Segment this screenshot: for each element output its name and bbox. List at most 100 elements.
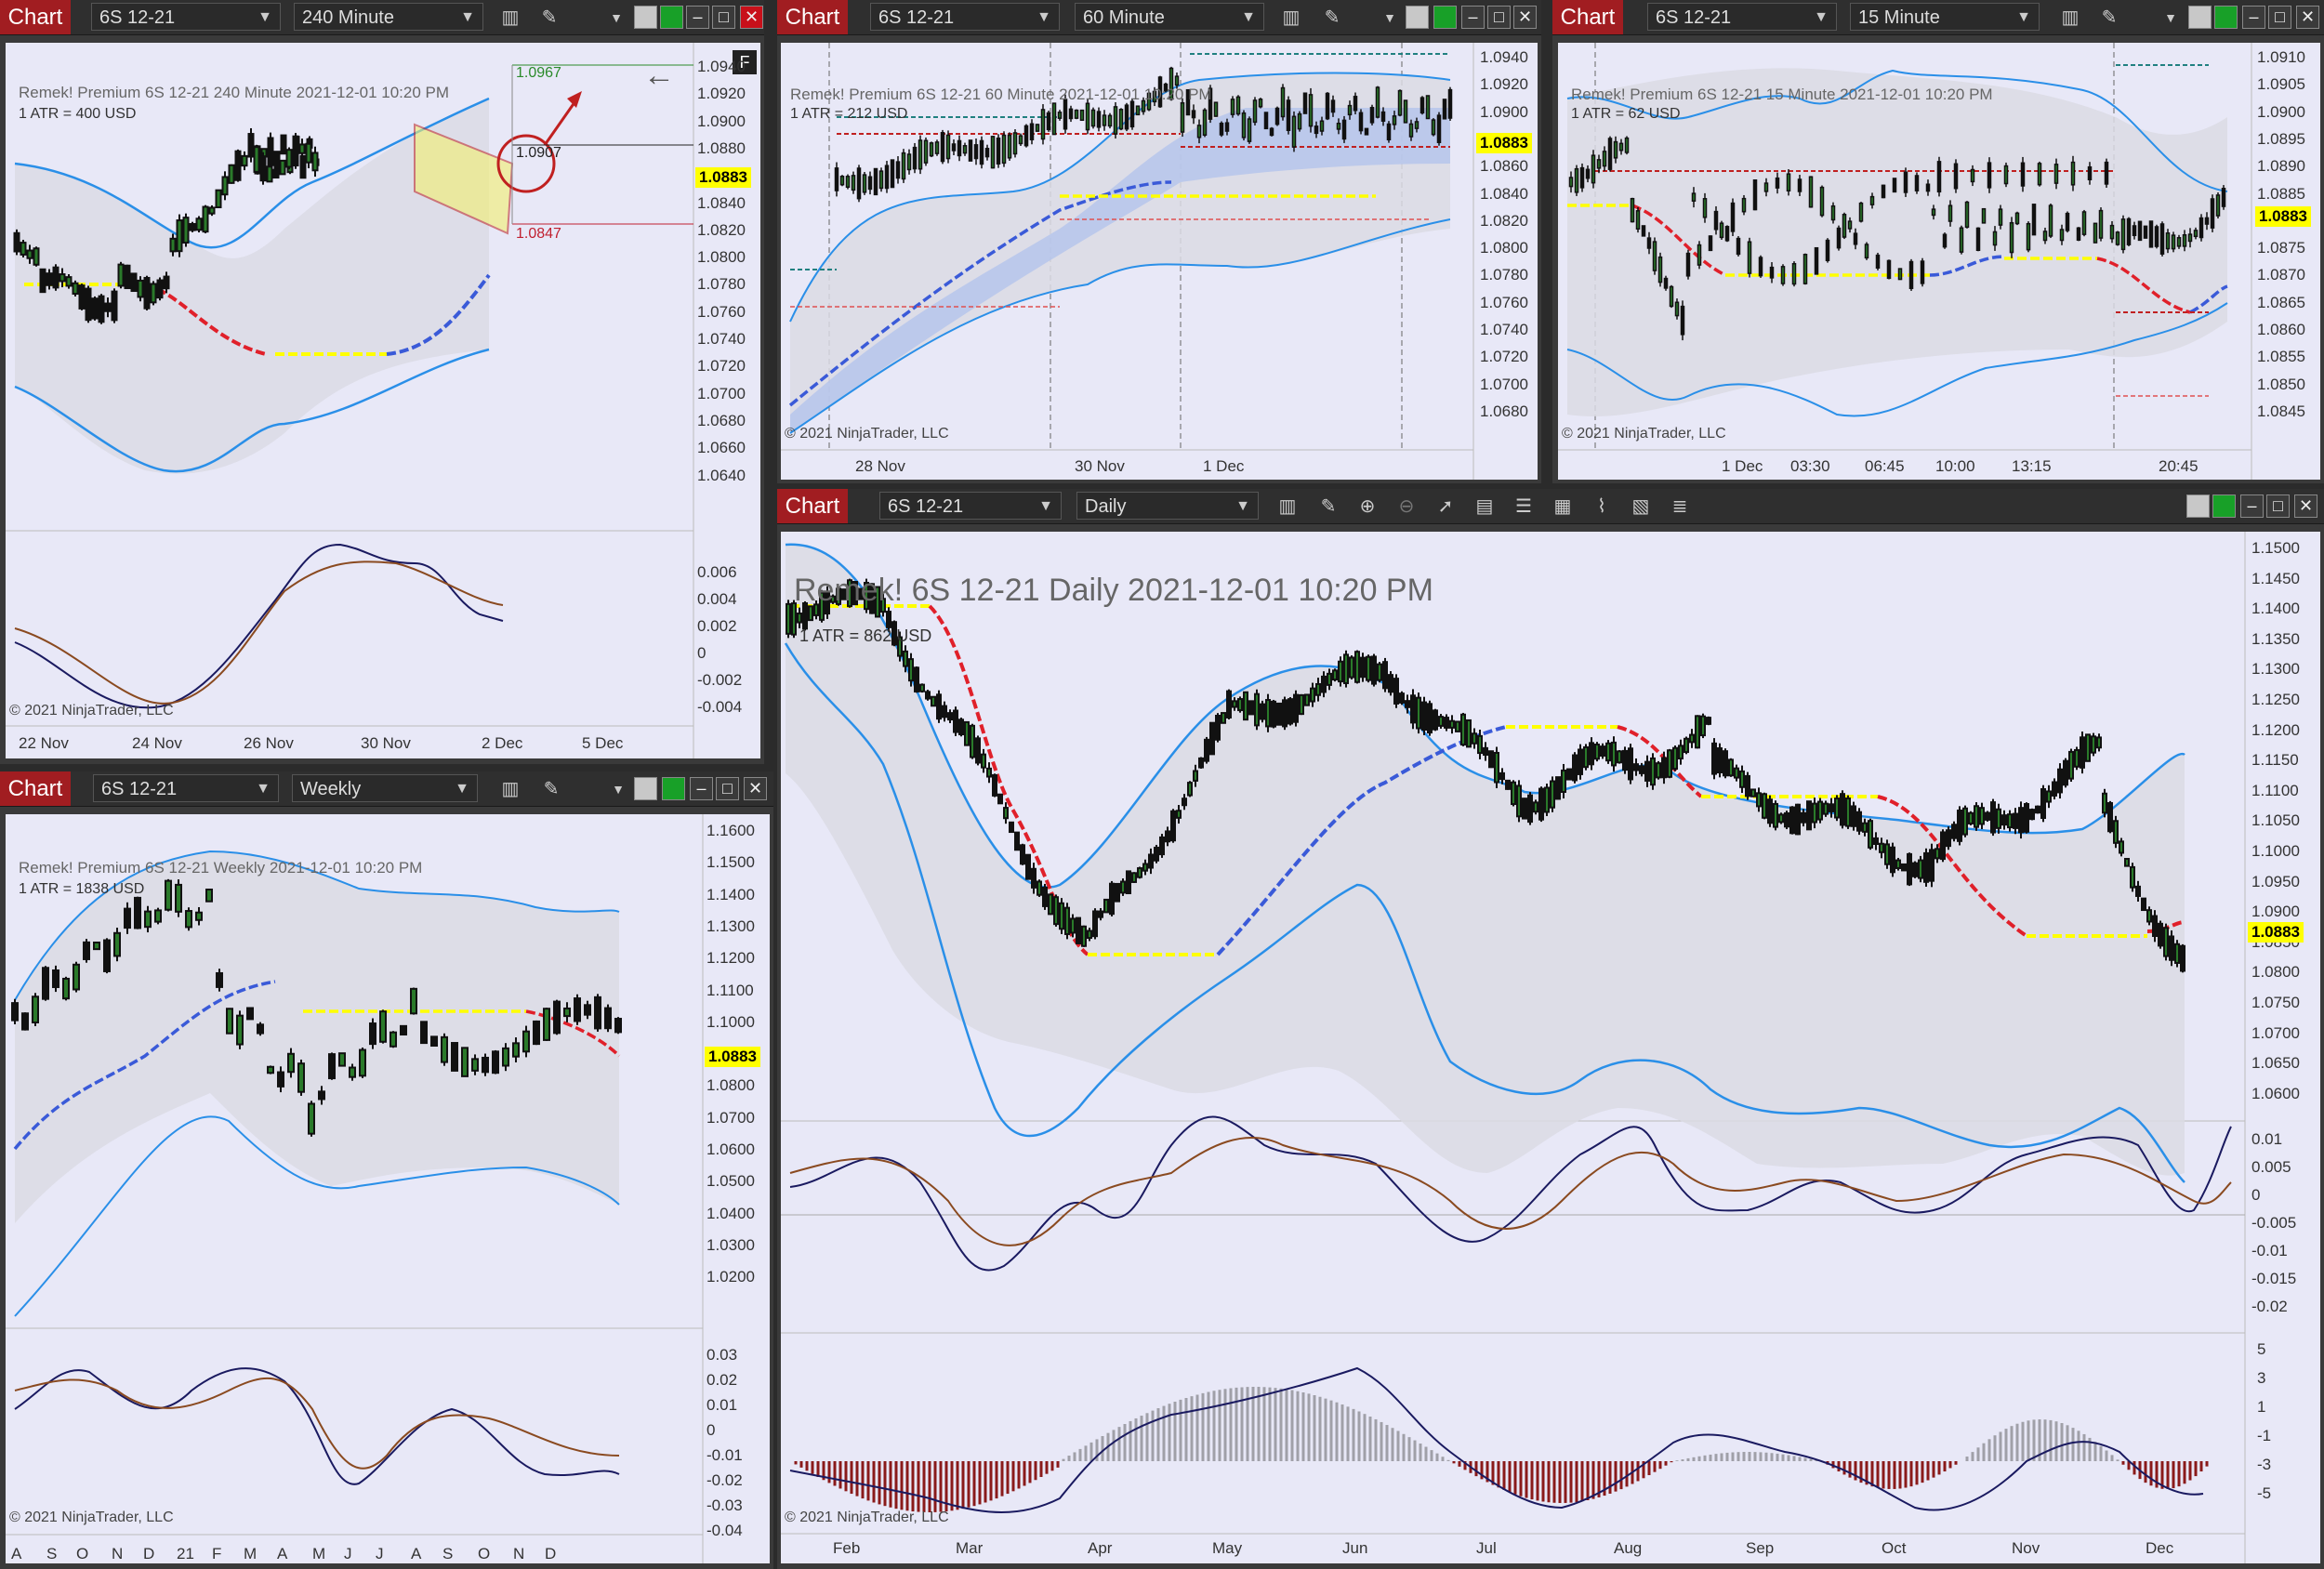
close-button[interactable]: ✕	[740, 6, 763, 29]
minimize-button[interactable]: –	[690, 777, 713, 800]
draw-tool-icon[interactable]: ✎	[1324, 7, 1340, 28]
chevron-down-icon: ▼	[256, 781, 271, 797]
candle-body	[1829, 803, 1834, 812]
strategies-icon[interactable]: ⌇	[1597, 496, 1606, 517]
instrument-select[interactable]: 6S 12-21 ▼	[93, 774, 279, 802]
chevron-down-icon[interactable]: ▼	[2164, 10, 2177, 25]
chart-menu-button[interactable]: Chart	[777, 489, 848, 523]
candle-body	[1511, 781, 1516, 806]
bar-type-icon[interactable]: ▥	[2061, 7, 2080, 28]
indicators-icon[interactable]: ▦	[1553, 496, 1572, 517]
candle-body	[195, 218, 203, 231]
chevron-down-icon[interactable]: ▼	[612, 782, 625, 797]
bar-type-icon[interactable]: ▥	[1278, 496, 1297, 517]
close-button[interactable]: ✕	[2296, 6, 2319, 29]
interval-select[interactable]: Weekly ▼	[292, 774, 478, 802]
flag-badge[interactable]: F	[733, 50, 757, 74]
maximize-button[interactable]: □	[2266, 494, 2290, 518]
chevron-down-icon[interactable]: ▼	[1383, 10, 1396, 25]
instrument-select[interactable]: 6S 12-21 ▼	[870, 3, 1060, 31]
instrument-link-icon[interactable]	[1433, 6, 1457, 29]
instrument-link-icon[interactable]	[660, 6, 683, 29]
chart-menu-button[interactable]: Chart	[0, 771, 71, 806]
price-tick-label: 1.0875	[2257, 239, 2305, 257]
link-button[interactable]	[2188, 6, 2212, 29]
candle-body	[1706, 717, 1711, 725]
chart-plot[interactable]: Remek! Premium 6S 12-21 60 Minute 2021-1…	[781, 43, 1538, 480]
minimize-button[interactable]: –	[2242, 6, 2265, 29]
chart-menu-button[interactable]: Chart	[1552, 0, 1623, 34]
interval-value: 60 Minute	[1083, 7, 1165, 28]
zoom-out-icon[interactable]: ⊖	[1398, 496, 1415, 517]
templates-icon[interactable]: ▧	[1631, 496, 1650, 517]
link-button[interactable]	[2186, 494, 2210, 518]
chart-menu-button[interactable]: Chart	[777, 0, 848, 34]
back-arrow-icon[interactable]: ←	[643, 58, 675, 93]
candle-body	[298, 143, 306, 154]
properties-icon[interactable]: ☰	[1515, 496, 1532, 517]
draw-tool-icon[interactable]: ✎	[541, 7, 558, 28]
oscillator-tick-label: 0.03	[706, 1346, 738, 1364]
instrument-link-icon[interactable]	[2214, 6, 2238, 29]
instrument-select[interactable]: 6S 12-21 ▼	[91, 3, 281, 31]
minimize-button[interactable]: –	[1461, 6, 1485, 29]
price-tick-label: 1.0600	[706, 1140, 755, 1158]
bar-type-icon[interactable]: ▥	[501, 7, 520, 28]
candle-body	[137, 279, 144, 298]
zoom-in-icon[interactable]: ⊕	[1359, 496, 1376, 517]
chevron-down-icon[interactable]: ▼	[610, 10, 623, 25]
link-button[interactable]	[1406, 6, 1429, 29]
interval-select[interactable]: 15 Minute ▼	[1850, 3, 2040, 31]
pointer-icon[interactable]: ➚	[1437, 496, 1454, 517]
draw-tool-icon[interactable]: ✎	[543, 779, 560, 799]
time-tick-label: Sep	[1746, 1539, 1775, 1557]
instrument-value: 6S 12-21	[878, 7, 955, 28]
maximize-button[interactable]: □	[716, 777, 739, 800]
interval-select[interactable]: Daily ▼	[1076, 492, 1259, 520]
price-tick-label: 1.1100	[706, 981, 754, 999]
candle-body	[2068, 750, 2074, 780]
minimize-button[interactable]: –	[2240, 494, 2264, 518]
time-tick-label: M	[312, 1545, 326, 1562]
interval-value: Daily	[1085, 496, 1127, 517]
link-button[interactable]	[634, 6, 657, 29]
candle-body	[2024, 803, 2029, 833]
draw-tool-icon[interactable]: ✎	[1320, 496, 1337, 517]
minimize-button[interactable]: –	[686, 6, 709, 29]
instrument-value: 6S 12-21	[99, 7, 176, 28]
candle-body	[1120, 880, 1126, 894]
candle-body	[1758, 257, 1763, 277]
instrument-link-icon[interactable]	[662, 777, 685, 800]
price-tick-label: 1.0920	[1480, 75, 1528, 94]
maximize-button[interactable]: □	[1487, 6, 1511, 29]
price-tick-label: 1.0720	[1480, 348, 1528, 366]
bar-type-icon[interactable]: ▥	[501, 779, 520, 799]
link-button[interactable]	[634, 777, 657, 800]
toolbar: Chart 6S 12-21 ▼ Daily ▼ ▥ ✎ ⊕ ⊖ ➚ ▤ ☰ ▦ ⌇…	[777, 489, 2324, 524]
candle-body	[1795, 803, 1801, 836]
candle-body	[996, 137, 1001, 165]
instrument-link-icon[interactable]	[2212, 494, 2236, 518]
close-button[interactable]: ✕	[2294, 494, 2317, 518]
list-icon[interactable]: ≣	[1671, 496, 1688, 517]
chart-plot[interactable]: Remek! Premium 6S 12-21 240 Minute 2021-…	[6, 43, 760, 758]
interval-select[interactable]: 60 Minute ▼	[1075, 3, 1264, 31]
close-button[interactable]: ✕	[1513, 6, 1537, 29]
price-tick-label: 1.0760	[697, 302, 746, 321]
chart-plot[interactable]: Remek! Premium 6S 12-21 Weekly 2021-12-0…	[6, 814, 770, 1563]
maximize-button[interactable]: □	[2268, 6, 2291, 29]
candle-body	[2158, 922, 2163, 947]
candle-body	[1522, 798, 1527, 820]
instrument-select[interactable]: 6S 12-21 ▼	[1647, 3, 1837, 31]
instrument-select[interactable]: 6S 12-21 ▼	[879, 492, 1062, 520]
maximize-button[interactable]: □	[712, 6, 735, 29]
bar-type-icon[interactable]: ▥	[1282, 7, 1301, 28]
chart-plot[interactable]: Remek! Premium 6S 12-21 15 Minute 2021-1…	[1558, 43, 2320, 480]
interval-select[interactable]: 240 Minute ▼	[294, 3, 483, 31]
draw-tool-icon[interactable]: ✎	[2101, 7, 2118, 28]
chart-plot[interactable]: Remek! 6S 12-21 Daily 2021-12-01 10:20 P…	[781, 532, 2320, 1563]
data-box-icon[interactable]: ▤	[1475, 496, 1494, 517]
chart-menu-button[interactable]: Chart	[0, 0, 71, 34]
close-button[interactable]: ✕	[744, 777, 767, 800]
candle-body	[1845, 797, 1851, 827]
